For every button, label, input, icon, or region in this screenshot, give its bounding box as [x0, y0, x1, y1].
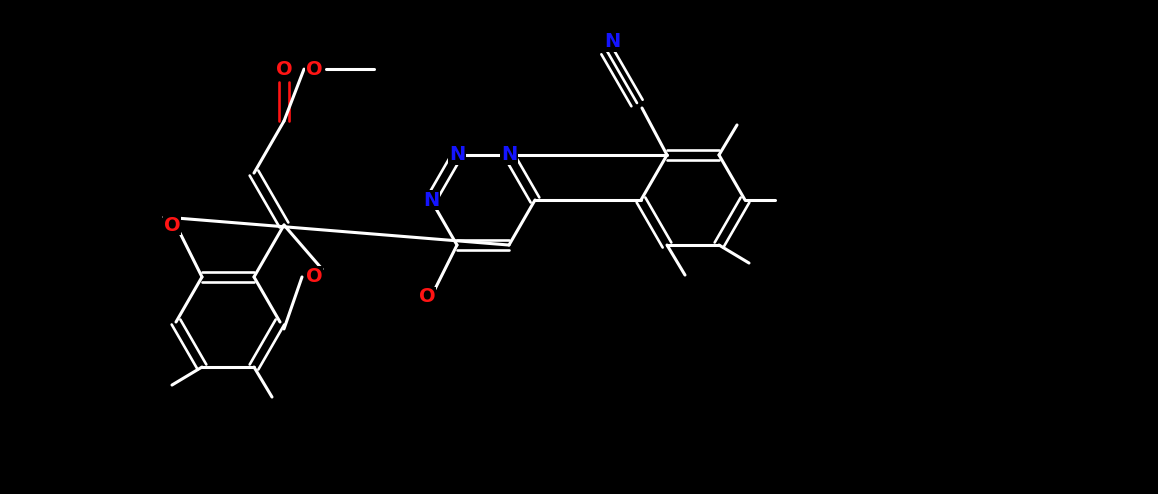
Text: O: O [163, 215, 181, 235]
Text: N: N [603, 32, 621, 50]
Text: N: N [501, 145, 518, 165]
Text: N: N [449, 145, 466, 165]
Text: O: O [419, 288, 435, 306]
Text: O: O [276, 60, 292, 79]
Text: N: N [423, 191, 439, 209]
Text: O: O [306, 60, 322, 79]
Text: O: O [306, 267, 322, 287]
